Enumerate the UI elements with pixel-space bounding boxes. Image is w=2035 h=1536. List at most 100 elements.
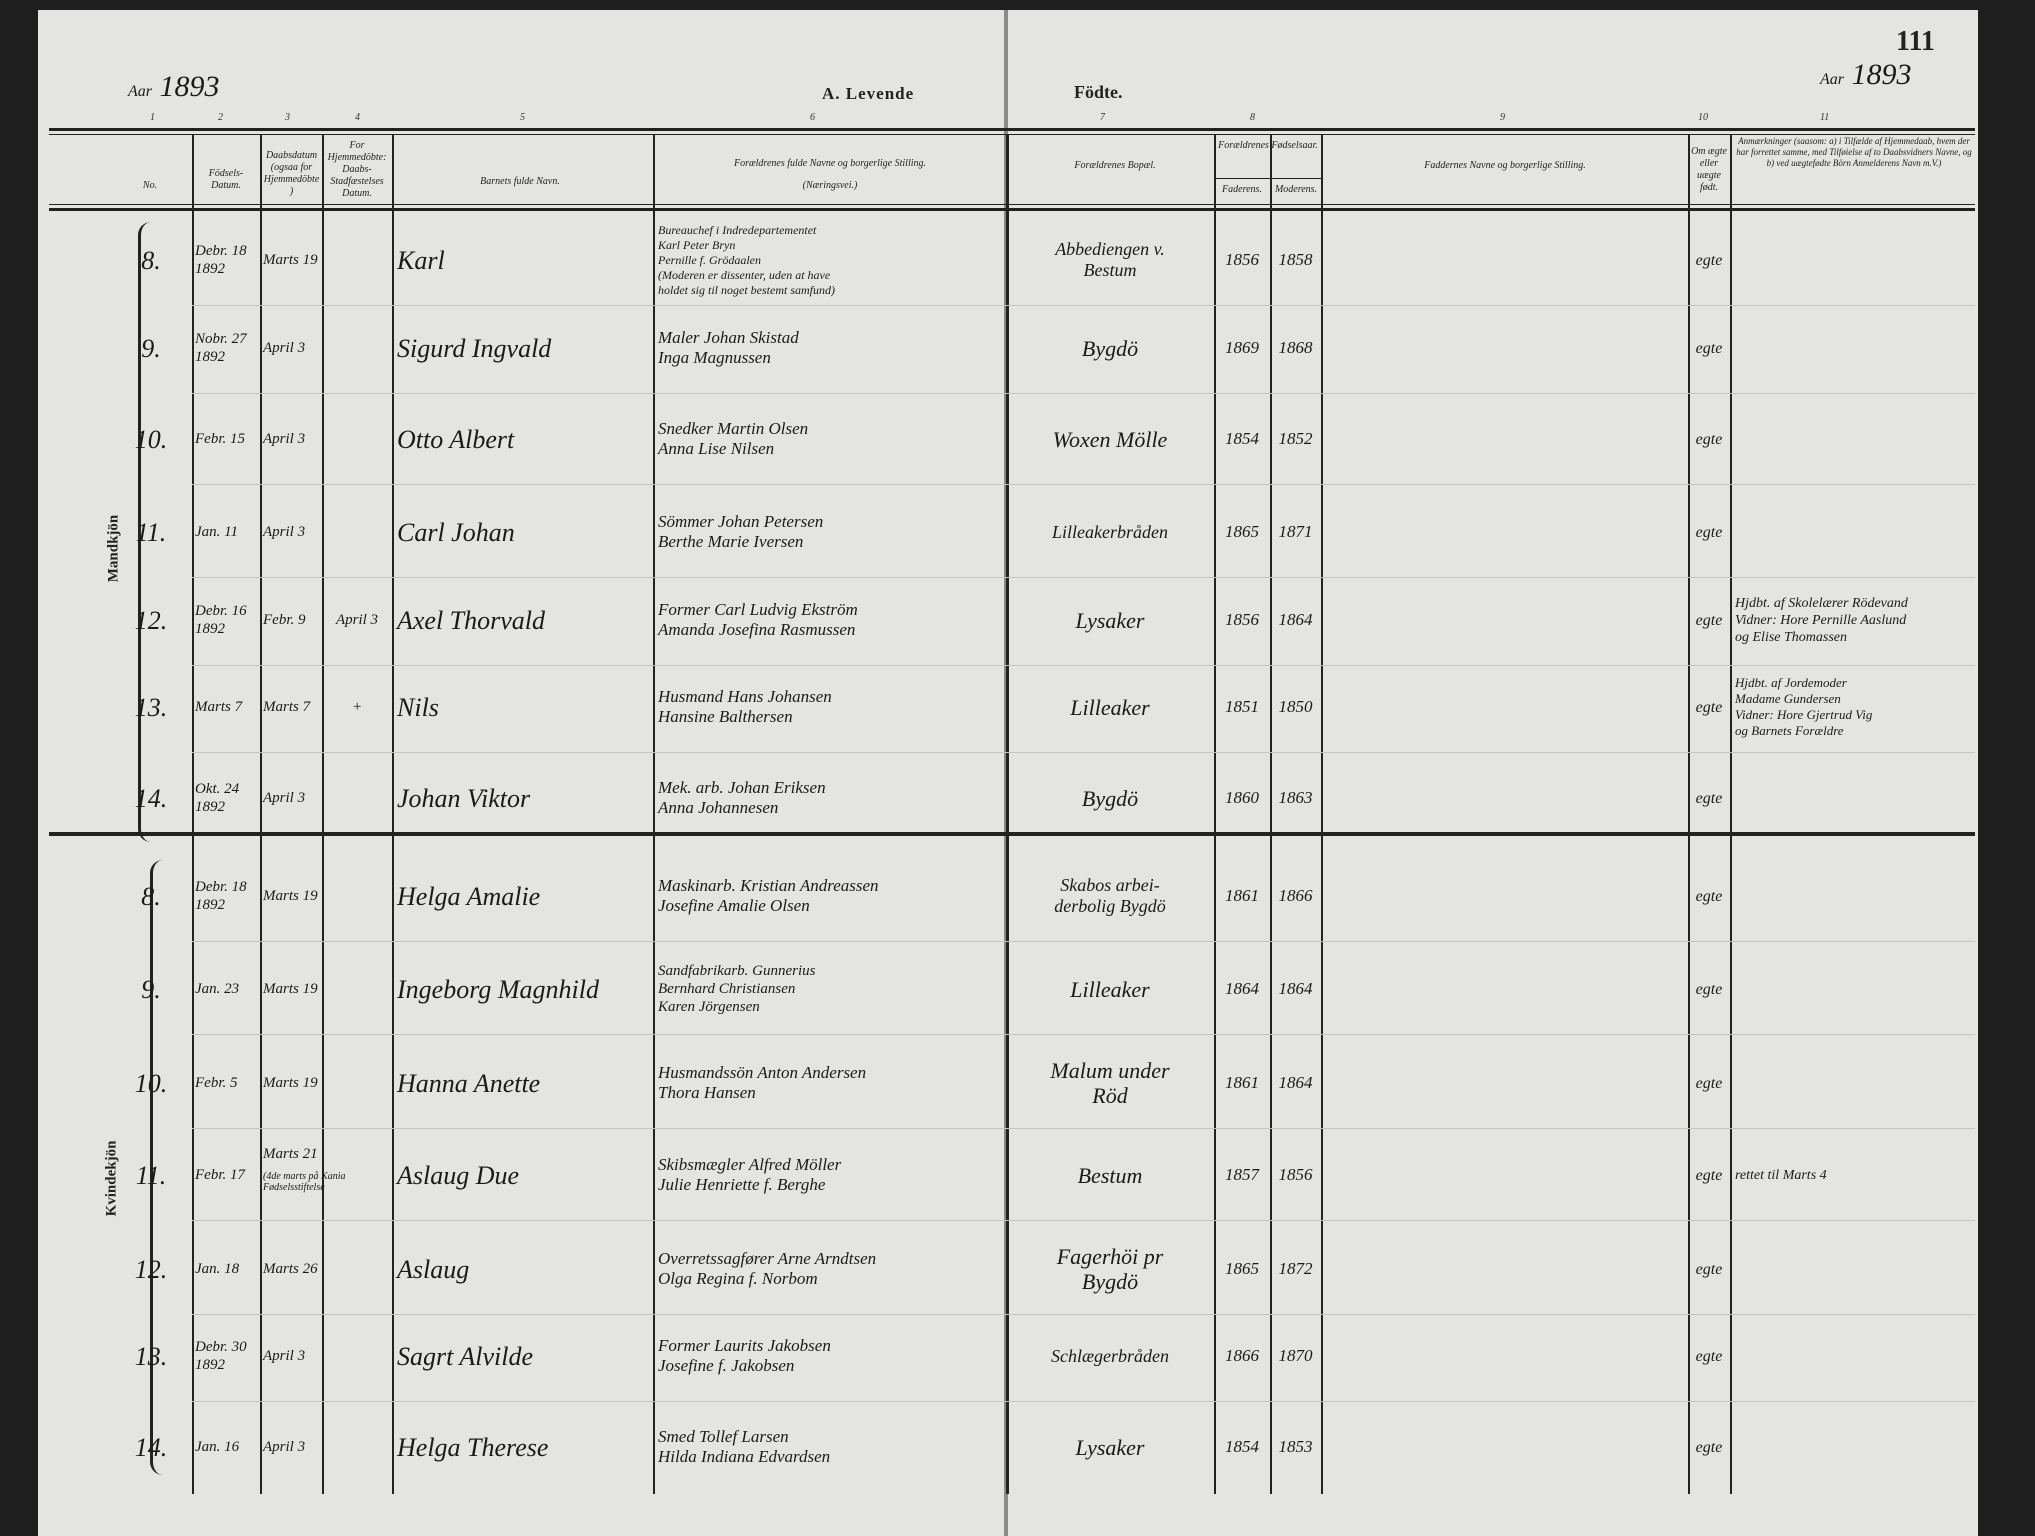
residence-line: Abbediengen v. [1055, 239, 1165, 259]
child-name: Johan Viktor [397, 754, 648, 842]
mother-birth-year: 1852 [1272, 395, 1319, 483]
entry-number: 14. [115, 1403, 187, 1491]
home-baptism-date-line: April 3 [335, 612, 379, 628]
parents: Snedker Martin Olsen Anna Lise Nilsen [658, 395, 1001, 483]
mother-birth-year: 1864 [1272, 945, 1319, 1033]
parents-line: Karen Jörgensen [658, 999, 760, 1015]
title-left: A. Levende [822, 84, 915, 103]
mother-birth-year-line: 1864 [1278, 610, 1313, 629]
birth-date: Marts 7 [195, 663, 257, 751]
row-rule [192, 941, 1975, 942]
parents-line: Hansine Balthersen [658, 707, 793, 726]
birth-date-line: Jan. 23 [195, 981, 240, 997]
parents-line: (Moderen er dissenter, uden at have [658, 267, 831, 282]
mother-birth-year-line: 1858 [1278, 250, 1313, 269]
baptism-date: Marts 19 [263, 852, 319, 940]
child-name: Aslaug Due [397, 1131, 648, 1219]
baptism-date-line: Marts 21 [263, 1146, 318, 1162]
parents-line: Thora Hansen [658, 1083, 756, 1102]
birth-date: Febr. 5 [195, 1039, 257, 1127]
child-name-line: Sagrt Alvilde [397, 1341, 534, 1371]
legitimacy-line: egte [1695, 611, 1723, 629]
parents: Bureauchef i Indredepartementet Karl Pete… [658, 216, 1001, 304]
baptism-date: Marts 26 [263, 1225, 319, 1313]
parents-line: Bureauchef i Indredepartementet [658, 222, 817, 237]
residence-line: Schlægerbråden [1051, 1345, 1169, 1366]
parents-line: Overretssagfører Arne Arndtsen [658, 1249, 877, 1268]
home-baptism-date [325, 216, 389, 304]
baptism-date-line: April 3 [263, 1439, 306, 1455]
birth-date: Nobr. 27 1892 [195, 304, 257, 392]
birth-date-line: 1892 [195, 349, 225, 365]
parents: Husmandssön Anton Andersen Thora Hansen [658, 1039, 1001, 1127]
mother-birth-year-line: 1871 [1278, 522, 1313, 541]
baptism-date-line: April 3 [263, 524, 306, 540]
mother-birth-year: 1870 [1272, 1312, 1319, 1400]
father-birth-year: 1866 [1216, 1312, 1268, 1400]
father-birth-year-line: 1857 [1225, 1165, 1259, 1184]
child-name-line: Carl Johan [397, 517, 515, 547]
mother-birth-year-line: 1870 [1278, 1346, 1313, 1365]
residence: Woxen Mölle [1011, 395, 1209, 483]
remarks-line: Vidner: Hore Pernille Aaslund [1735, 612, 1907, 628]
residence: Lilleaker [1011, 945, 1209, 1033]
residence-line: Bygdö [1081, 1269, 1139, 1294]
col-remarks-header: Anmærkninger (saasom: a) i Tilfælde af H… [1736, 136, 1972, 168]
residence: Bygdö [1011, 304, 1209, 392]
column-line [1214, 134, 1216, 1494]
mother-birth-year: 1850 [1272, 663, 1319, 751]
birth-date-line: Febr. 5 [195, 1075, 238, 1091]
birth-date-line: Nobr. 27 [195, 331, 247, 347]
mother-birth-year: 1856 [1272, 1131, 1319, 1219]
birth-date-line: 1892 [195, 1357, 225, 1373]
residence: Bestum [1011, 1131, 1209, 1219]
child-name: Karl [397, 216, 648, 304]
residence: Skabos arbei-derbolig Bygdö [1011, 852, 1209, 940]
left-year-value: 1893 [159, 70, 220, 103]
col-sponsors-header: Faddernes Navne og borgerlige Stilling. [1424, 160, 1586, 171]
parents-line: Anna Johannesen [658, 798, 779, 817]
residence: Lysaker [1011, 576, 1209, 664]
child-name-line: Helga Therese [397, 1432, 549, 1462]
column-number: 7 [1100, 112, 1105, 123]
mother-birth-year: 1863 [1272, 754, 1319, 842]
parents-line: Inga Magnussen [658, 348, 771, 367]
parents-line: Pernille f. Grödaalen [658, 252, 761, 267]
baptism-date: April 3 [263, 488, 319, 576]
right-year: Aar 1893 [1820, 58, 1912, 92]
residence-line: Bygdö [1081, 785, 1139, 811]
child-name-line: Aslaug Due [397, 1160, 520, 1190]
residence-line: Malum under [1050, 1058, 1170, 1083]
birth-date-line: Febr. 17 [195, 1167, 245, 1183]
legitimacy-line: egte [1695, 1347, 1723, 1365]
row-rule [192, 752, 1975, 753]
mother-birth-year-line: 1872 [1278, 1259, 1313, 1278]
residence-line: Lysaker [1075, 607, 1145, 633]
legitimacy: egte [1690, 852, 1728, 940]
baptism-date-line: April 3 [263, 431, 306, 447]
birth-date-line: 1892 [195, 799, 225, 815]
entry-number-line: 14. [134, 1432, 168, 1462]
parents-line: Husmand Hans Johansen [658, 687, 832, 706]
baptism-date-line: Marts 19 [263, 252, 318, 268]
mother-birth-year-line: 1853 [1278, 1437, 1313, 1456]
home-baptism-date [325, 1039, 389, 1127]
father-birth-year: 1851 [1216, 663, 1268, 751]
father-birth-year-line: 1854 [1225, 429, 1259, 448]
parents: Sömmer Johan Petersen Berthe Marie Iverse… [658, 488, 1001, 576]
parents-line: Josefine Amalie Olsen [658, 896, 810, 915]
col-birth-header: Födsels-Datum. [208, 168, 244, 191]
residence: Malum under Röd [1011, 1039, 1209, 1127]
mother-birth-year: 1871 [1272, 488, 1319, 576]
baptism-date: April 3 [263, 304, 319, 392]
residence: Lilleakerbråden [1011, 488, 1209, 576]
row-rule [192, 1401, 1975, 1402]
child-name-line: Sigurd Ingvald [397, 333, 552, 363]
parents-line: Maler Johan Skistad [658, 328, 799, 347]
child-name-line: Karl [397, 245, 445, 275]
father-birth-year: 1864 [1216, 945, 1268, 1033]
column-line [192, 134, 194, 1494]
mother-birth-year: 1853 [1272, 1403, 1319, 1491]
parents: Mek. arb. Johan Eriksen Anna Johannesen [658, 754, 1001, 842]
entry-number: 13. [115, 1312, 187, 1400]
